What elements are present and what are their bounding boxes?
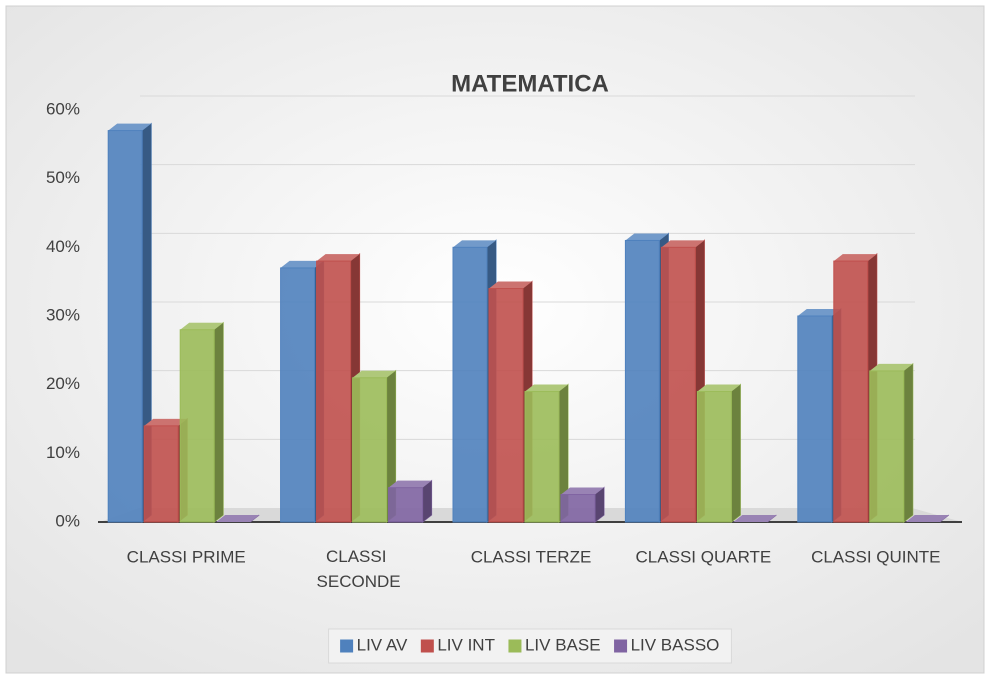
x-tick-label: CLASSI PRIME	[127, 547, 246, 566]
bar-top	[216, 515, 260, 522]
bar-top-shade	[316, 254, 360, 262]
bar	[143, 425, 179, 523]
bar-top	[905, 515, 949, 522]
bar-top-shade	[905, 515, 949, 522]
bar-top	[561, 487, 604, 495]
bar-top-shade	[869, 363, 913, 371]
bar	[452, 246, 488, 523]
bar-top-shade	[108, 123, 152, 131]
bar-side-shade	[559, 384, 568, 522]
bar-top-shade	[661, 240, 705, 248]
bar-side-shade	[214, 322, 224, 522]
bar-top	[316, 254, 360, 262]
y-tick-label: 40%	[46, 237, 80, 256]
y-tick-label: 0%	[55, 511, 80, 530]
bar-top-shade	[833, 254, 877, 262]
legend-box	[328, 628, 732, 664]
bar	[524, 391, 560, 523]
bar	[869, 370, 905, 523]
bar-top-shade	[797, 309, 841, 316]
bar-top	[697, 384, 741, 392]
bar	[316, 260, 352, 523]
legend-label: LIV AV	[357, 635, 408, 654]
bar-top-shade	[144, 418, 188, 426]
bar-top-shade	[352, 370, 396, 378]
legend-label: LIV INT	[437, 635, 495, 654]
bar-top	[489, 281, 532, 289]
bar-top	[108, 123, 152, 131]
bar-top	[661, 240, 705, 248]
bar-top	[869, 363, 913, 371]
bar-side-shade	[903, 363, 913, 522]
bar	[107, 130, 143, 523]
bar-top	[180, 322, 224, 330]
bar-top	[453, 240, 496, 248]
bar-top-shade	[216, 515, 260, 522]
chart-title: MATEMATICA	[451, 70, 609, 97]
bar	[352, 377, 388, 523]
bar-top	[625, 233, 669, 241]
y-tick-label: 50%	[46, 168, 80, 187]
legend-swatch	[508, 639, 522, 653]
x-tick-label: CLASSI SECONDE	[317, 547, 401, 591]
bar-top	[797, 309, 841, 316]
bar-top-shade	[625, 233, 669, 241]
bar	[179, 329, 215, 523]
bar-side-shade	[595, 487, 604, 522]
bar-side-shade	[422, 480, 432, 522]
bar	[388, 487, 424, 523]
bar-top-shade	[733, 515, 777, 522]
bar-top-shade	[180, 322, 224, 330]
bar-top	[352, 370, 396, 378]
bar-top	[144, 418, 188, 426]
legend-label: LIV BASE	[525, 635, 601, 654]
bar-top-shade	[388, 480, 432, 488]
bar-top	[833, 254, 877, 262]
bar-side-shade	[731, 384, 741, 522]
bar	[488, 288, 524, 523]
legend-swatch	[614, 639, 628, 653]
x-tick-label: CLASSI QUINTE	[811, 547, 940, 566]
bar	[833, 260, 869, 523]
bar-top-shade	[561, 487, 604, 495]
bar-top-shade	[489, 281, 532, 289]
y-tick-label: 60%	[46, 99, 80, 118]
bar-top	[280, 260, 324, 268]
legend-swatch	[340, 639, 354, 653]
bar-top-shade	[453, 240, 496, 248]
legend-label: LIV BASSO	[631, 635, 720, 654]
bar	[797, 315, 833, 523]
bar-top-shade	[525, 384, 568, 392]
bar	[624, 239, 660, 523]
bar-top	[733, 515, 777, 522]
bar-top	[525, 384, 568, 392]
y-tick-label: 10%	[46, 443, 80, 462]
x-tick-label: CLASSI QUARTE	[636, 547, 772, 566]
bar-top	[388, 480, 432, 488]
bar-top-shade	[697, 384, 741, 392]
bar	[560, 494, 596, 523]
bar	[280, 267, 316, 523]
bar	[660, 246, 696, 523]
x-tick-label: CLASSI TERZE	[471, 547, 592, 566]
y-tick-label: 30%	[46, 305, 80, 324]
bar	[696, 391, 732, 523]
bar-top-shade	[280, 260, 324, 268]
y-tick-label: 20%	[46, 374, 80, 393]
legend-swatch	[420, 639, 434, 653]
